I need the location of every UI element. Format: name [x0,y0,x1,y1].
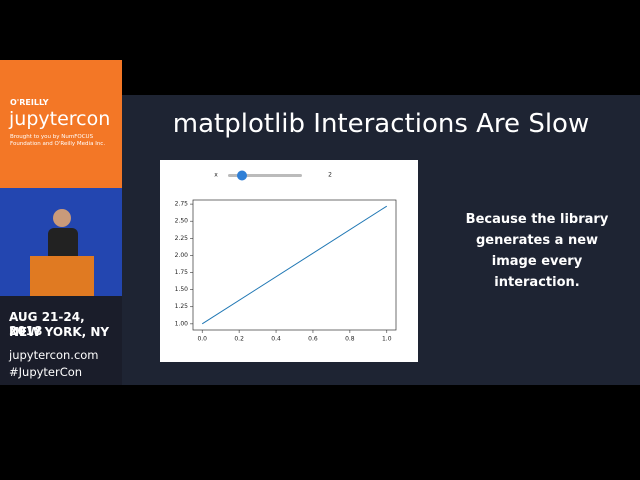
video-frame [0,188,122,296]
x-tick-label: 0.2 [234,336,244,343]
y-tick-label: 2.25 [175,235,189,242]
data-line [201,205,388,325]
slider-label: x [214,172,218,179]
x-tick-label: 0.8 [345,336,355,343]
y-tick-label: 1.00 [175,320,189,327]
x-tick-label: 1.0 [382,336,392,343]
y-tick-label: 1.25 [175,303,189,310]
speaker-video [0,188,122,296]
credit: Brought to you by NumFOCUS Foundation an… [10,134,106,147]
y-tick-label: 1.50 [175,286,189,293]
brand: O'REILLY [10,98,49,107]
y-tick-label: 1.75 [175,269,189,276]
x-tick-label: 0.4 [271,336,281,343]
place: NEW YORK, NY [9,325,110,339]
y-tick-label: 2.50 [175,218,189,225]
chart: x 2 0.0 0.2 0.4 0.6 0.8 1.0 1.00 1.25 1.50 1.75 2.… [160,160,418,362]
site: jupytercon.com [9,348,99,362]
x-tick-label: 0.0 [197,336,207,343]
y-tick-label: 2.00 [175,252,189,259]
slider-value: 2 [328,172,332,179]
axes-frame [192,199,397,331]
slider-knob[interactable] [237,170,247,181]
slide-title: matplotlib Interactions Are Slow [172,109,590,139]
hashtag: #JupyterCon [9,365,83,379]
note: Because the library generates a new imag… [465,212,609,290]
logo: jupytercon [9,108,111,130]
logo-panel: O'REILLY jupytercon Brought to you by Nu… [0,60,122,188]
event-info: AUG 21-24, 2018 NEW YORK, NY jupytercon.… [0,296,122,385]
x-tick-label: 0.6 [308,336,318,343]
dates: AUG 21-24, 2018 [9,310,85,338]
y-tick-label: 2.75 [175,201,189,208]
head [53,209,71,227]
podium [30,256,94,296]
